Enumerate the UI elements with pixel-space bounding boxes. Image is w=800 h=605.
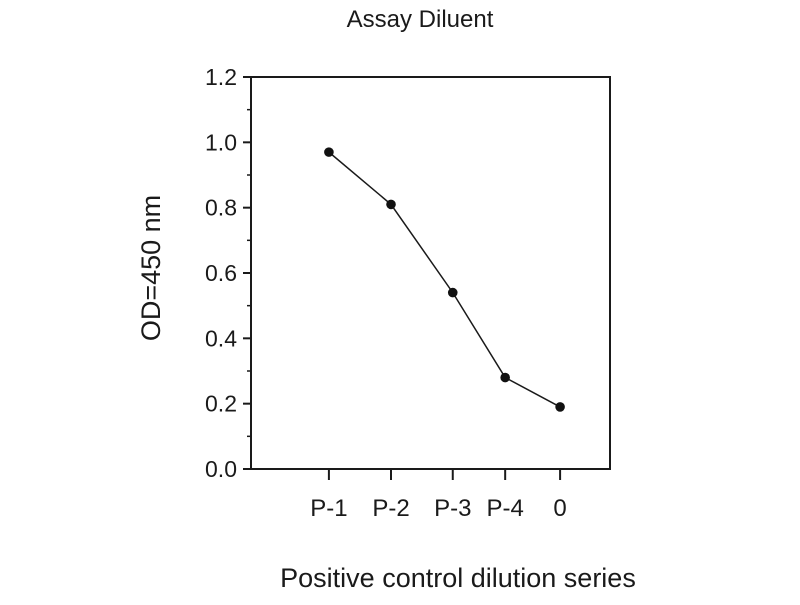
data-point — [500, 372, 510, 383]
x-tick-label: P-2 — [372, 495, 409, 522]
x-tick-label: P-1 — [310, 495, 347, 522]
chart-title: Assay Diluent — [347, 6, 494, 33]
y-tick-label: 1.0 — [205, 129, 237, 155]
y-tick-label: 0.4 — [205, 325, 237, 351]
data-point — [386, 199, 396, 210]
x-axis-title: Positive control dilution series — [280, 563, 636, 593]
data-point — [555, 402, 565, 412]
y-tick-label: 0.0 — [205, 456, 237, 482]
x-tick-label: P-3 — [434, 495, 471, 522]
y-tick-label: 1.2 — [205, 64, 237, 90]
y-tick-label: 0.8 — [205, 195, 237, 221]
y-tick-label: 0.6 — [205, 260, 237, 286]
data-point — [447, 287, 458, 298]
plot-area: 0.0 0.2 0.4 0.6 0.8 1.0 1.2 P-1 P-2 P-3 P-4 0 — [205, 64, 611, 522]
data-point — [324, 147, 334, 157]
x-tick-label: P-4 — [486, 495, 523, 522]
series-line — [328, 151, 561, 408]
y-axis-title: OD=450 nm — [136, 195, 166, 341]
x-tick-label: 0 — [553, 495, 566, 522]
y-tick-label: 0.2 — [205, 391, 237, 417]
plot-frame — [250, 76, 611, 470]
